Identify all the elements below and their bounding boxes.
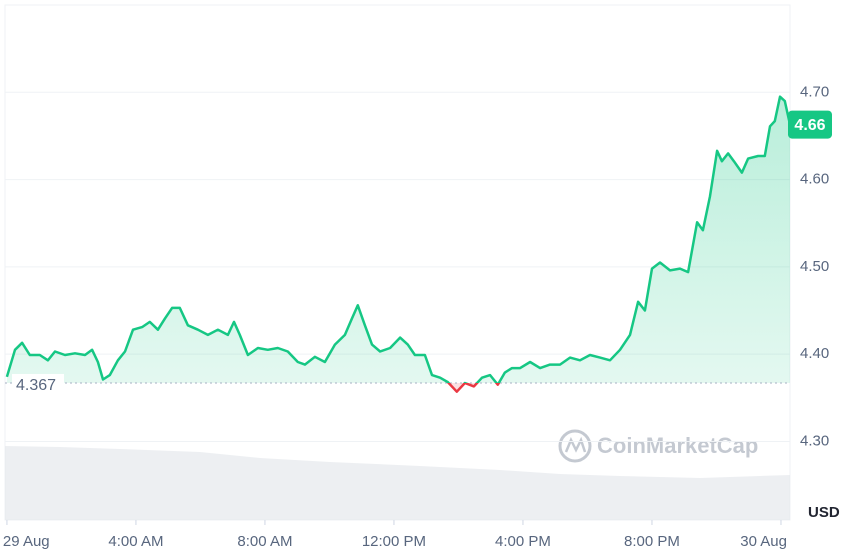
area-up <box>6 96 790 383</box>
price-line-up <box>5 95 792 383</box>
x-tick-label: 30 Aug <box>740 533 787 550</box>
x-tick-label: 12:00 PM <box>362 533 426 550</box>
x-tick-label: 8:00 PM <box>624 533 680 550</box>
plot-layer: 4.30 4.40 4.50 4.60 4.70 29 Aug 4:00 AM 8:00 AM… <box>3 83 832 550</box>
y-tick-label: 4.40 <box>800 345 829 362</box>
y-tick-label: 4.60 <box>800 171 829 188</box>
baseline-label: 4.367 <box>16 377 56 394</box>
watermark: CoinMarketCap <box>558 429 758 463</box>
x-tick-label: 29 Aug <box>3 533 50 550</box>
watermark-text: CoinMarketCap <box>597 433 758 458</box>
x-tick-label: 8:00 AM <box>237 533 292 550</box>
baseline-label-bg <box>12 373 64 392</box>
volume-band <box>5 446 790 520</box>
x-tick-label: 4:00 AM <box>108 533 163 550</box>
unit-label: USD <box>808 504 840 521</box>
y-tick-label: 4.50 <box>800 258 829 275</box>
x-tick-label: 4:00 PM <box>495 533 551 550</box>
y-tick-label: 4.70 <box>800 83 829 100</box>
y-tick-label: 4.30 <box>800 432 829 449</box>
current-price-pill <box>788 110 832 139</box>
current-price-label: 4.66 <box>794 117 825 134</box>
